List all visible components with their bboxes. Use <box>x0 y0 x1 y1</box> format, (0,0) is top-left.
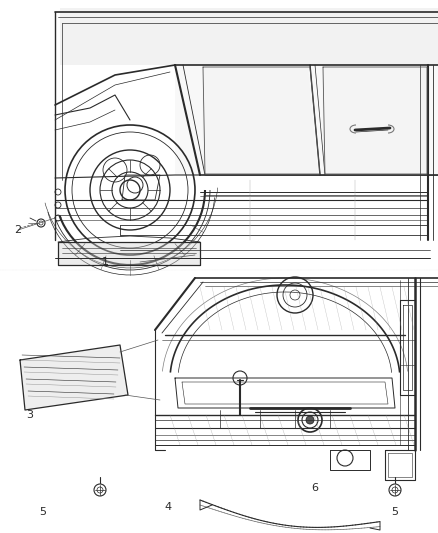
Text: 4: 4 <box>164 502 172 512</box>
Polygon shape <box>20 345 128 410</box>
Text: 5: 5 <box>39 507 46 517</box>
Polygon shape <box>175 65 438 175</box>
Text: 6: 6 <box>311 483 318 493</box>
Polygon shape <box>58 242 200 265</box>
Text: 1: 1 <box>102 257 109 267</box>
Text: 3: 3 <box>27 410 33 420</box>
Polygon shape <box>322 67 427 174</box>
Circle shape <box>306 416 314 424</box>
Text: 2: 2 <box>14 225 21 235</box>
Text: 5: 5 <box>392 507 399 517</box>
Polygon shape <box>202 67 318 174</box>
Polygon shape <box>60 8 438 65</box>
